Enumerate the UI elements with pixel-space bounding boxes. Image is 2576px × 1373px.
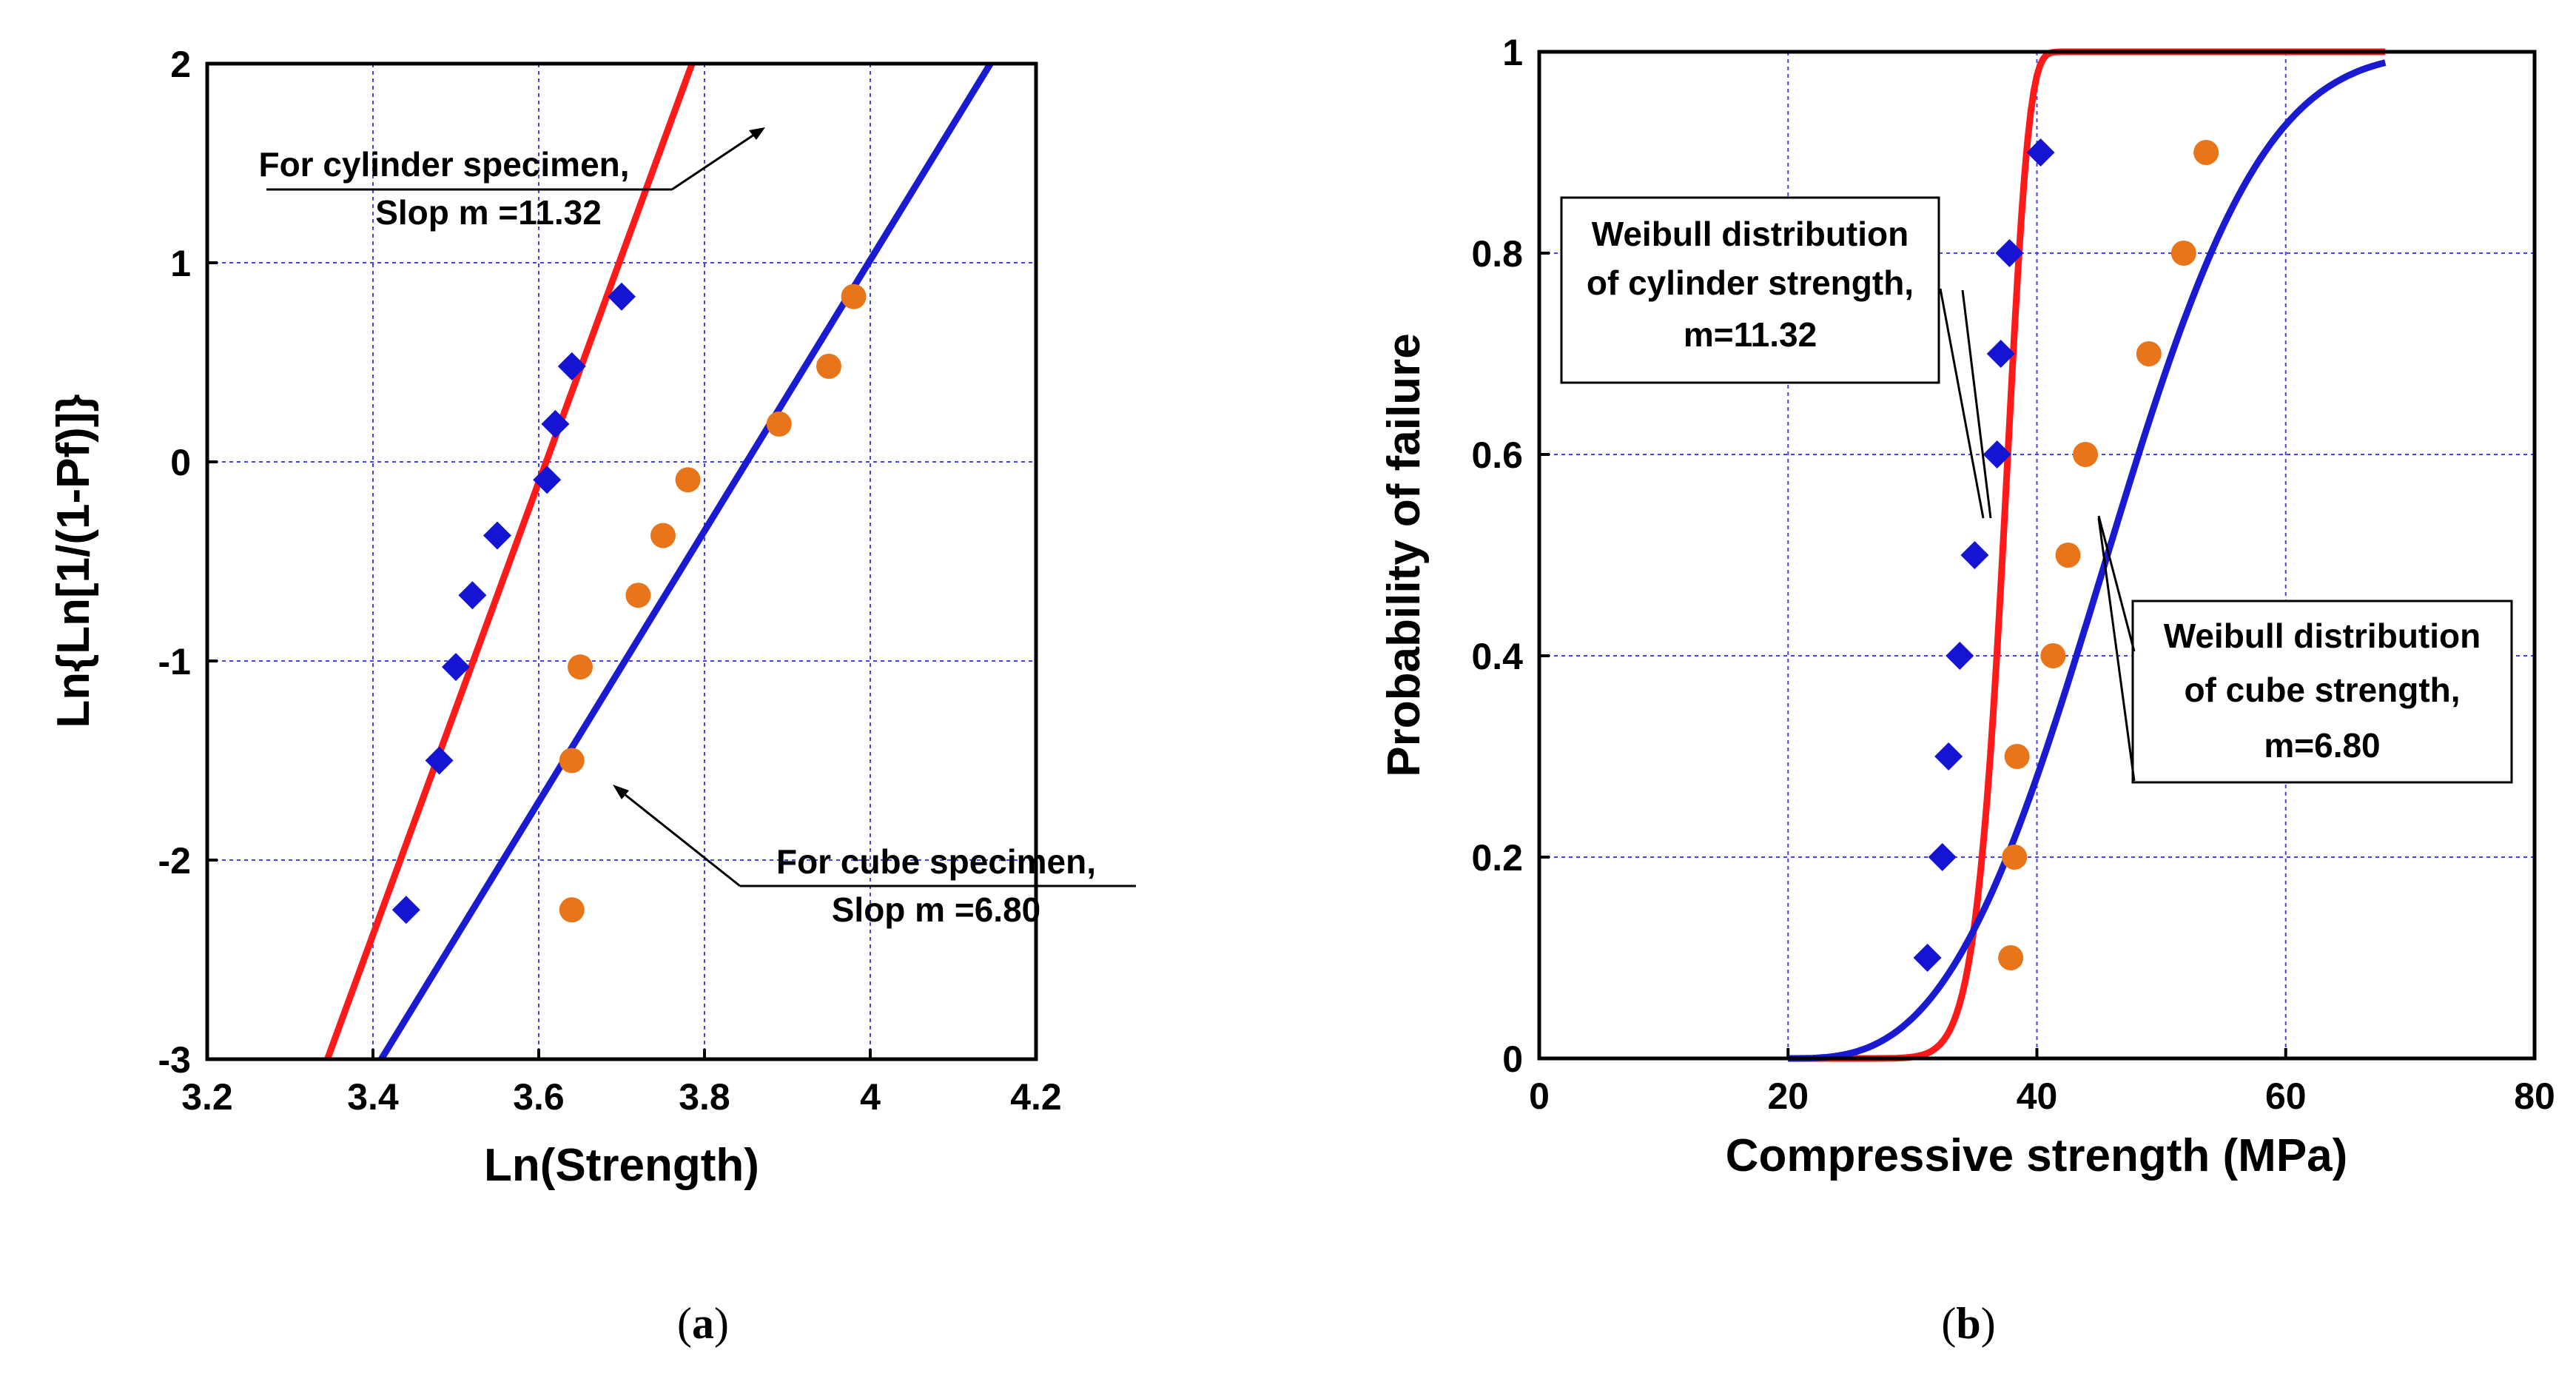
panel-b-annotation-cylinder-line1: Weibull distribution (1592, 215, 1909, 253)
panel-a-fit-line-cube (378, 61, 994, 1061)
panel-b-cube-point (2073, 442, 2099, 467)
panel-a-y-tick-label: 2 (170, 44, 191, 85)
panel-b-y-tick-label: 0.2 (1471, 837, 1523, 879)
panel-a-cube-point (568, 654, 593, 680)
panel-a-cylinder-point (533, 466, 562, 494)
panel-b-x-tick-label: 20 (1767, 1075, 1809, 1117)
panel-b-cube-point (2002, 845, 2028, 870)
panel-b-annotation-cylinder-line2: of cylinder strength, (1587, 263, 1914, 302)
panel-a-y-tick-label: -2 (158, 840, 191, 882)
panel-b-x-tick-label: 0 (1529, 1075, 1550, 1117)
panel-a-cube-point (625, 583, 651, 608)
panel-a-cube-point (559, 748, 585, 773)
panel-a-x-tick-label: 3.8 (679, 1076, 730, 1118)
panel-b-annotation-cube-line1: Weibull distribution (2164, 617, 2481, 655)
panel-a-cube-point (766, 411, 792, 437)
panel-b-y-tick-label: 0.8 (1471, 233, 1523, 275)
panel-a-y-tick-label: 0 (170, 442, 191, 483)
panel-b-x-tick-label: 40 (2017, 1075, 2058, 1117)
panel-b-y-tick-label: 0 (1502, 1038, 1523, 1080)
panel-a-y-ticks: -3 -2 -1 0 1 2 (158, 44, 218, 1081)
panel-b-x-tick-label: 60 (2265, 1075, 2307, 1117)
panel-b-annotation-cube-line2: of cube strength, (2184, 671, 2460, 709)
panel-a-frame (205, 61, 1038, 1061)
panel-b-annotation-cylinder: Weibull distribution of cylinder strengt… (1560, 196, 1992, 519)
panel-b-cylinder-point (1913, 944, 1942, 972)
panel-a-fit-line-cylinder (324, 62, 696, 1061)
panel-a-cylinder-point (391, 896, 420, 924)
panel-b-x-tick-label: 80 (2514, 1075, 2555, 1117)
panel-a-x-ticks: 3.2 3.4 3.6 3.8 4 4.2 (181, 1049, 1062, 1118)
panel-b-chart: 0 20 40 60 80 0 0.2 0.4 0.6 0.8 1 Compressive str… (1379, 32, 2555, 1348)
panel-b-y-tick-label: 0.6 (1471, 434, 1523, 476)
panel-a-cylinder-point (483, 521, 511, 550)
panel-a-x-label: Ln(Strength) (484, 1140, 759, 1191)
panel-a-annotation-cube: For cube specimen, Slop m =6.80 (613, 785, 1136, 929)
panel-b-cylinder-point (1995, 239, 2024, 267)
panel-a-x-tick-label: 4 (860, 1076, 881, 1118)
panel-a-points (391, 282, 867, 924)
panel-b-cube-point (2136, 341, 2162, 366)
panel-a-cube-point (650, 523, 676, 548)
panel-b-cylinder-point (2026, 138, 2055, 167)
panel-a-cube-point (675, 467, 701, 493)
panel-b-points (1913, 138, 2219, 972)
panel-b-y-tick-label: 1 (1502, 32, 1523, 73)
panel-a-x-tick-label: 3.6 (513, 1076, 565, 1118)
panel-a-cylinder-point (557, 352, 586, 380)
panel-b-y-ticks: 0 0.2 0.4 0.6 0.8 1 (1471, 32, 1550, 1080)
panel-b-y-tick-label: 0.4 (1471, 636, 1523, 677)
panel-a-cube-point (559, 897, 585, 923)
panel-a-cylinder-point (608, 282, 636, 311)
panel-a-y-tick-label: -1 (158, 641, 191, 682)
panel-b-x-label: Compressive strength (MPa) (1726, 1130, 2348, 1181)
panel-a-annotation-cylinder-line1: For cylinder specimen, (258, 145, 629, 184)
panel-b-cylinder-point (1946, 642, 1974, 670)
panel-b-cylinder-point (1934, 742, 1963, 771)
panel-b-x-ticks: 0 20 40 60 80 (1529, 1048, 2555, 1117)
panel-b-cylinder-point (1928, 843, 1957, 871)
panel-a-cylinder-point (425, 746, 454, 775)
panel-b-y-label: Probability of failure (1379, 333, 1430, 776)
panel-b-annotation-cylinder-line3: m=11.32 (1684, 315, 1817, 354)
panel-a-annotation-cylinder-line2: Slop m =11.32 (375, 193, 602, 232)
panel-b-label: (b) (1941, 1299, 1995, 1348)
panel-a-y-tick-label: -3 (158, 1039, 191, 1081)
panel-b-cube-point (2170, 241, 2196, 266)
panel-a-annotation-cube-line2: Slop m =6.80 (832, 890, 1041, 929)
panel-b-annotation-cube: Weibull distribution of cube strength, m… (2097, 515, 2513, 784)
panel-b-cube-point (1998, 945, 2024, 970)
panel-a-cube-point (841, 283, 867, 309)
panel-a-fit-lines (324, 61, 994, 1061)
panel-b-label-letter: b (1956, 1299, 1980, 1348)
panel-a-cylinder-point (442, 653, 470, 682)
panel-b-cube-point (2055, 543, 2081, 568)
panel-a-x-tick-label: 3.4 (347, 1076, 399, 1118)
panel-a-x-tick-label: 4.2 (1010, 1076, 1062, 1118)
panel-a-y-label: Ln{Ln[1/(1-Pf)]} (48, 394, 99, 728)
panel-a-label-letter: a (692, 1299, 714, 1348)
panel-a-cube-point (816, 353, 841, 379)
panel-a-cylinder-point (458, 581, 487, 610)
panel-b-annotation-cube-line3: m=6.80 (2264, 726, 2380, 765)
panel-b-cube-point (2004, 744, 2030, 769)
panel-b-cube-point (2193, 140, 2219, 165)
panel-a-annotation-cylinder: For cylinder specimen, Slop m =11.32 (258, 127, 765, 232)
panel-b-cylinder-point (1960, 541, 1989, 569)
panel-b-cylinder-point (1983, 440, 2011, 469)
panel-a-label: (a) (677, 1299, 729, 1348)
panel-a-cylinder-point (541, 409, 570, 438)
panel-a-annotation-cube-line1: For cube specimen, (776, 842, 1096, 881)
panel-b-weibull-curve-cube (1788, 59, 2387, 1062)
panel-b-cylinder-point (1986, 340, 2015, 368)
panel-a-y-tick-label: 1 (170, 243, 191, 284)
panel-a-plot-area (207, 64, 1036, 1059)
panel-a-x-tick-label: 3.2 (181, 1076, 233, 1118)
panel-b-cube-point (2040, 643, 2066, 668)
